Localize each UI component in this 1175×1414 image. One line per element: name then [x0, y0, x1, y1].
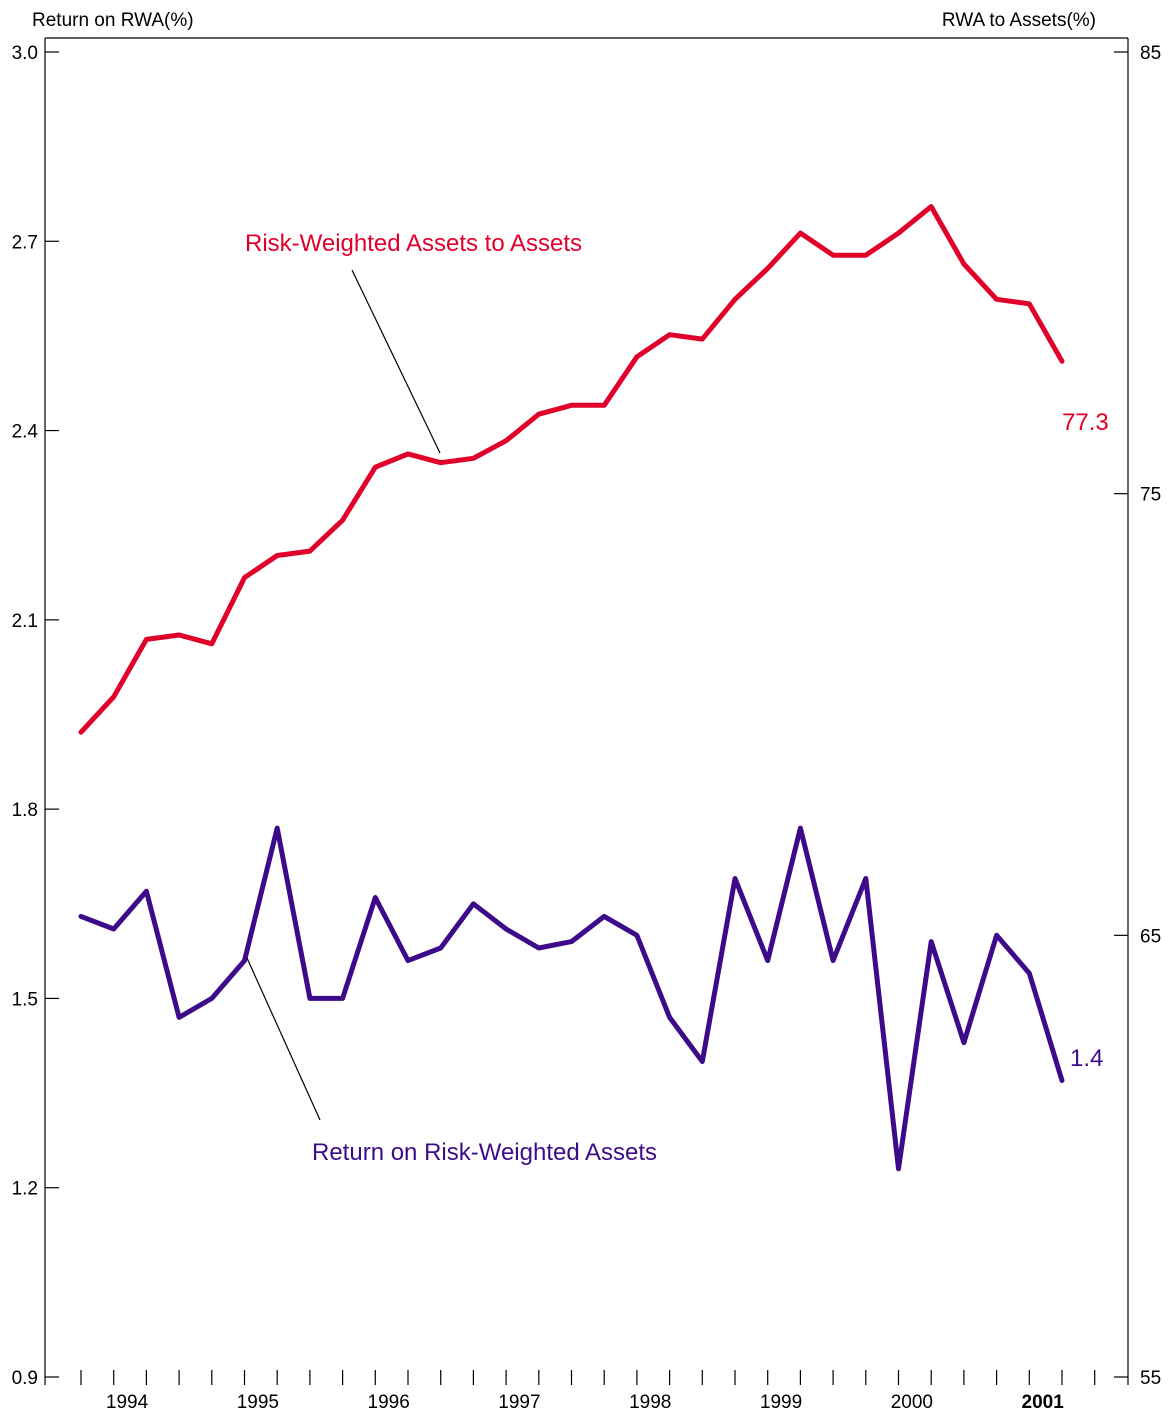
- left-tick-label: 1.2: [12, 1179, 38, 1200]
- x-year-label: 1997: [498, 1392, 540, 1413]
- right-tick-label: 85: [1140, 43, 1161, 64]
- right-axis-title: RWA to Assets(%): [942, 10, 1096, 31]
- left-tick-label: 1.8: [12, 800, 38, 821]
- x-year-label: 2001: [1022, 1392, 1065, 1413]
- left-tick-label: 0.9: [12, 1368, 38, 1389]
- right-axis-ticks: 55 65 75 85: [1114, 43, 1161, 1389]
- rwa-to-assets-annotation: Risk-Weighted Assets to Assets: [245, 230, 582, 257]
- x-year-label: 2000: [891, 1392, 933, 1413]
- rwa-to-assets-leader-line: [351, 269, 441, 454]
- rwa-to-assets-line: [78, 204, 1065, 735]
- x-year-label: 1994: [106, 1392, 149, 1413]
- left-tick-label: 2.7: [12, 232, 38, 253]
- left-tick-label: 3.0: [12, 43, 38, 64]
- series-group: [78, 204, 1065, 1172]
- x-year-label: 1998: [629, 1392, 671, 1413]
- left-tick-label: 2.1: [12, 611, 38, 632]
- x-year-label: 1995: [237, 1392, 279, 1413]
- return-on-rwa-line: [78, 825, 1065, 1172]
- return-on-rwa-leader-line: [246, 957, 321, 1121]
- left-axis-ticks: 0.9 1.2 1.5 1.8 2.1 2.4 2.7 3.0: [12, 43, 59, 1389]
- left-tick-label: 1.5: [12, 989, 38, 1010]
- rwa-to-assets-end-label: 77.3: [1062, 409, 1109, 436]
- right-tick-label: 75: [1140, 485, 1161, 506]
- right-tick-label: 65: [1140, 926, 1161, 947]
- x-year-label: 1999: [760, 1392, 802, 1413]
- return-on-rwa-end-label: 1.4: [1070, 1045, 1103, 1072]
- x-axis-ticks: [80, 1370, 1096, 1385]
- left-axis-title: Return on RWA(%): [32, 10, 194, 31]
- return-on-rwa-annotation: Return on Risk-Weighted Assets: [312, 1139, 657, 1166]
- x-axis-labels: 1994 1995 1996 1997 1998 1999 2000 2001: [106, 1392, 1064, 1413]
- x-year-label: 1996: [368, 1392, 410, 1413]
- left-tick-label: 2.4: [12, 422, 39, 443]
- right-tick-label: 55: [1140, 1368, 1161, 1389]
